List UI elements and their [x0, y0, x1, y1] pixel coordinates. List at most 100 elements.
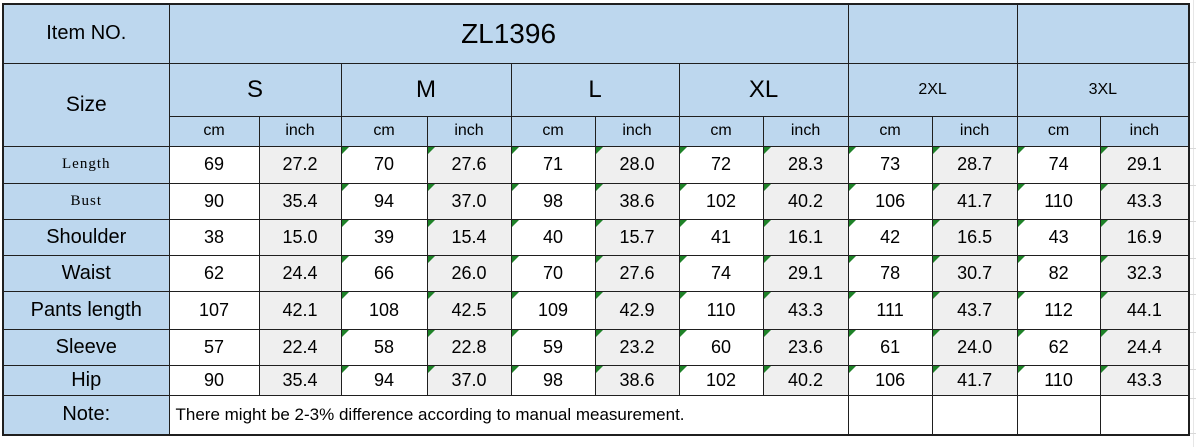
stored-as-text-marker-icon [1018, 256, 1025, 263]
cell-hip-s-cm: 90 [168, 364, 260, 396]
stored-as-text-marker-icon [428, 147, 435, 154]
stored-as-text-marker-icon [342, 147, 349, 154]
cell-shoulder-l-cm: 40 [510, 218, 596, 256]
sheet-gridline-vertical [1193, 0, 1194, 447]
sheet-gridline-stub [1190, 62, 1196, 63]
stored-as-text-marker-icon [596, 184, 603, 191]
row-label-pants-length: Pants length [2, 290, 170, 330]
stored-as-text-marker-icon [342, 256, 349, 263]
stored-as-text-marker-icon [933, 256, 940, 263]
note-label: Note: [2, 394, 170, 436]
size-label: Size [2, 62, 170, 147]
cell-length-s-cm: 69 [168, 145, 260, 184]
row-label-bust: Bust [2, 182, 170, 220]
cell-bust-xl-inch: 40.2 [762, 182, 849, 220]
stored-as-text-marker-icon [933, 292, 940, 299]
note-row-empty-cell [847, 394, 933, 436]
unit-header-2xl-cm: cm [847, 115, 933, 147]
measurement-row-shoulder: Shoulder 38 15.0 39 15.4 40 15.7 41 16.1 42 16.5 43… [2, 218, 1190, 256]
stored-as-text-marker-icon [680, 366, 687, 373]
cell-waist-s-inch: 24.4 [258, 254, 342, 292]
cell-pants-length-l-inch: 42.9 [594, 290, 680, 330]
cell-sleeve-xl-inch: 23.6 [762, 328, 849, 366]
cell-waist-l-cm: 70 [510, 254, 596, 292]
cell-waist-l-inch: 27.6 [594, 254, 680, 292]
cell-sleeve-2xl-cm: 61 [847, 328, 933, 366]
sheet-gridline-stub [1190, 148, 1196, 149]
cell-bust-xl-cm: 102 [678, 182, 764, 220]
stored-as-text-marker-icon [764, 220, 771, 227]
cell-bust-s-cm: 90 [168, 182, 260, 220]
cell-length-2xl-cm: 73 [847, 145, 933, 184]
cell-bust-m-inch: 37.0 [426, 182, 512, 220]
stored-as-text-marker-icon [849, 366, 856, 373]
unit-header-l-cm: cm [510, 115, 596, 147]
size-header-xl: XL [678, 62, 849, 117]
cell-bust-2xl-inch: 41.7 [931, 182, 1018, 220]
cell-pants-length-xl-inch: 43.3 [762, 290, 849, 330]
cell-hip-2xl-cm: 106 [847, 364, 933, 396]
unit-header-m-inch: inch [426, 115, 512, 147]
cell-sleeve-3xl-cm: 62 [1016, 328, 1101, 366]
stored-as-text-marker-icon [849, 292, 856, 299]
cell-sleeve-s-inch: 22.4 [258, 328, 342, 366]
cell-shoulder-2xl-inch: 16.5 [931, 218, 1018, 256]
cell-hip-l-cm: 98 [510, 364, 596, 396]
stored-as-text-marker-icon [512, 256, 519, 263]
measurement-row-sleeve: Sleeve 57 22.4 58 22.8 59 23.2 60 23.6 61 24.0 62 24… [2, 328, 1190, 366]
stored-as-text-marker-icon [342, 184, 349, 191]
cell-sleeve-s-cm: 57 [168, 328, 260, 366]
cell-shoulder-m-cm: 39 [340, 218, 428, 256]
stored-as-text-marker-icon [933, 330, 940, 337]
cell-length-s-inch: 27.2 [258, 145, 342, 184]
cell-pants-length-xl-cm: 110 [678, 290, 764, 330]
stored-as-text-marker-icon [428, 184, 435, 191]
stored-as-text-marker-icon [849, 330, 856, 337]
cell-hip-3xl-inch: 43.3 [1099, 364, 1190, 396]
note-row-empty-cell [1099, 394, 1190, 436]
cell-waist-3xl-cm: 82 [1016, 254, 1101, 292]
stored-as-text-marker-icon [428, 366, 435, 373]
stored-as-text-marker-icon [1018, 220, 1025, 227]
sheet-gridline-stub [1190, 294, 1196, 295]
cell-waist-s-cm: 62 [168, 254, 260, 292]
stored-as-text-marker-icon [428, 220, 435, 227]
sheet-gridline-stub [1190, 221, 1196, 222]
stored-as-text-marker-icon [512, 366, 519, 373]
cell-shoulder-3xl-cm: 43 [1016, 218, 1101, 256]
stored-as-text-marker-icon [764, 292, 771, 299]
stored-as-text-marker-icon [849, 184, 856, 191]
size-header-m: M [340, 62, 512, 117]
stored-as-text-marker-icon [1101, 292, 1108, 299]
note-row: Note: There might be 2-3% difference acc… [2, 394, 1190, 436]
stored-as-text-marker-icon [428, 256, 435, 263]
cell-waist-xl-inch: 29.1 [762, 254, 849, 292]
sheet-gridline-stub [1190, 332, 1196, 333]
cell-length-l-inch: 28.0 [594, 145, 680, 184]
stored-as-text-marker-icon [512, 220, 519, 227]
row-label-hip: Hip [2, 364, 170, 396]
stored-as-text-marker-icon [1018, 330, 1025, 337]
stored-as-text-marker-icon [512, 184, 519, 191]
cell-hip-2xl-inch: 41.7 [931, 364, 1018, 396]
unit-header-xl-cm: cm [678, 115, 764, 147]
cell-length-3xl-cm: 74 [1016, 145, 1101, 184]
sheet-gridline-stub [1190, 433, 1196, 434]
unit-header-s-inch: inch [258, 115, 342, 147]
stored-as-text-marker-icon [342, 292, 349, 299]
cell-waist-3xl-inch: 32.3 [1099, 254, 1190, 292]
cell-pants-length-s-cm: 107 [168, 290, 260, 330]
stored-as-text-marker-icon [596, 256, 603, 263]
stored-as-text-marker-icon [596, 220, 603, 227]
stored-as-text-marker-icon [849, 147, 856, 154]
unit-header-m-cm: cm [340, 115, 428, 147]
stored-as-text-marker-icon [596, 147, 603, 154]
cell-bust-l-inch: 38.6 [594, 182, 680, 220]
cell-sleeve-m-inch: 22.8 [426, 328, 512, 366]
stored-as-text-marker-icon [1018, 366, 1025, 373]
stored-as-text-marker-icon [764, 256, 771, 263]
cell-pants-length-m-cm: 108 [340, 290, 428, 330]
stored-as-text-marker-icon [428, 292, 435, 299]
item-no-label: Item NO. [2, 3, 170, 64]
